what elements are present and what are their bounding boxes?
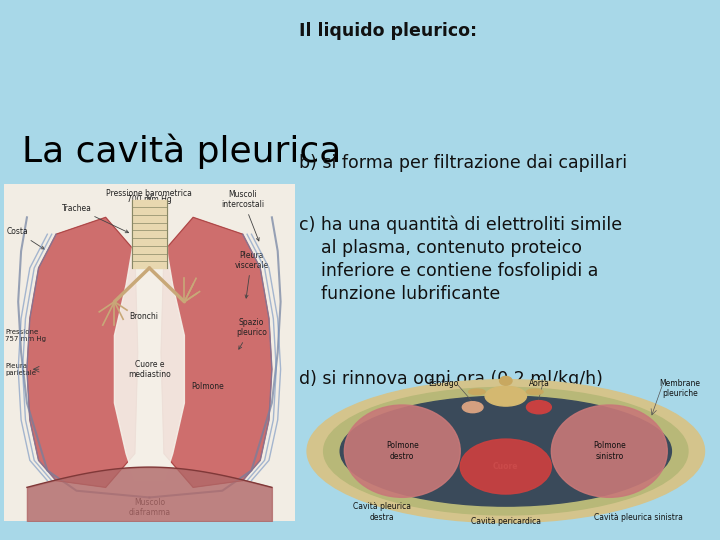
Text: Esofago: Esofago [428,379,459,388]
Ellipse shape [526,389,543,395]
Ellipse shape [460,439,552,494]
Ellipse shape [485,386,526,406]
Text: Polmone
sinistro: Polmone sinistro [593,442,626,461]
Text: Cavità pleurica
destra: Cavità pleurica destra [353,502,410,522]
Text: Cuore: Cuore [493,462,518,471]
Polygon shape [114,234,184,481]
Text: Pleura
viscerale: Pleura viscerale [234,251,269,298]
Text: c) ha una quantità di elettroliti simile
    al plasma, contenuto proteico
    i: c) ha una quantità di elettroliti simile… [299,216,622,303]
Text: b) si forma per filtrazione dai capillari: b) si forma per filtrazione dai capillar… [299,154,627,172]
Ellipse shape [462,402,483,413]
Text: Costa: Costa [6,227,44,249]
Text: 700 mm Hg: 700 mm Hg [127,195,172,205]
Ellipse shape [552,405,667,497]
Text: Il liquido pleurico:: Il liquido pleurico: [299,22,477,39]
Text: Aorta: Aorta [528,379,549,388]
Text: La cavità pleurica: La cavità pleurica [22,133,341,169]
Text: Pleura
parietale: Pleura parietale [5,363,36,376]
Text: d) si rinnova ogni ora (0.2 ml/kg/h): d) si rinnova ogni ora (0.2 ml/kg/h) [299,370,603,388]
Ellipse shape [344,405,460,497]
Text: Pressione
757 mm Hg: Pressione 757 mm Hg [5,329,46,342]
Text: Membrane
pleuriche: Membrane pleuriche [660,379,700,398]
Ellipse shape [469,389,485,395]
Text: Polmone: Polmone [192,382,224,390]
Text: Cuore e
mediastino: Cuore e mediastino [128,360,171,379]
Bar [132,200,167,268]
Text: Muscoli
intercostali: Muscoli intercostali [221,190,264,241]
Ellipse shape [341,396,671,506]
Text: Spazio
pleurico: Spazio pleurico [236,318,267,349]
Text: Bronchi: Bronchi [129,312,158,321]
Text: Cavità pleurica sinistra: Cavità pleurica sinistra [594,512,683,522]
Ellipse shape [307,380,704,523]
Ellipse shape [324,387,688,515]
Text: Polmone
destro: Polmone destro [386,442,418,461]
Polygon shape [27,217,138,487]
Text: Cavità pericardica: Cavità pericardica [471,517,541,526]
Polygon shape [161,217,272,487]
Ellipse shape [526,401,552,414]
Ellipse shape [500,376,512,385]
Text: Muscolo
diaframma: Muscolo diaframma [128,498,171,517]
Text: Trachea: Trachea [62,204,129,233]
Text: Pressione barometrica: Pressione barometrica [107,188,192,198]
